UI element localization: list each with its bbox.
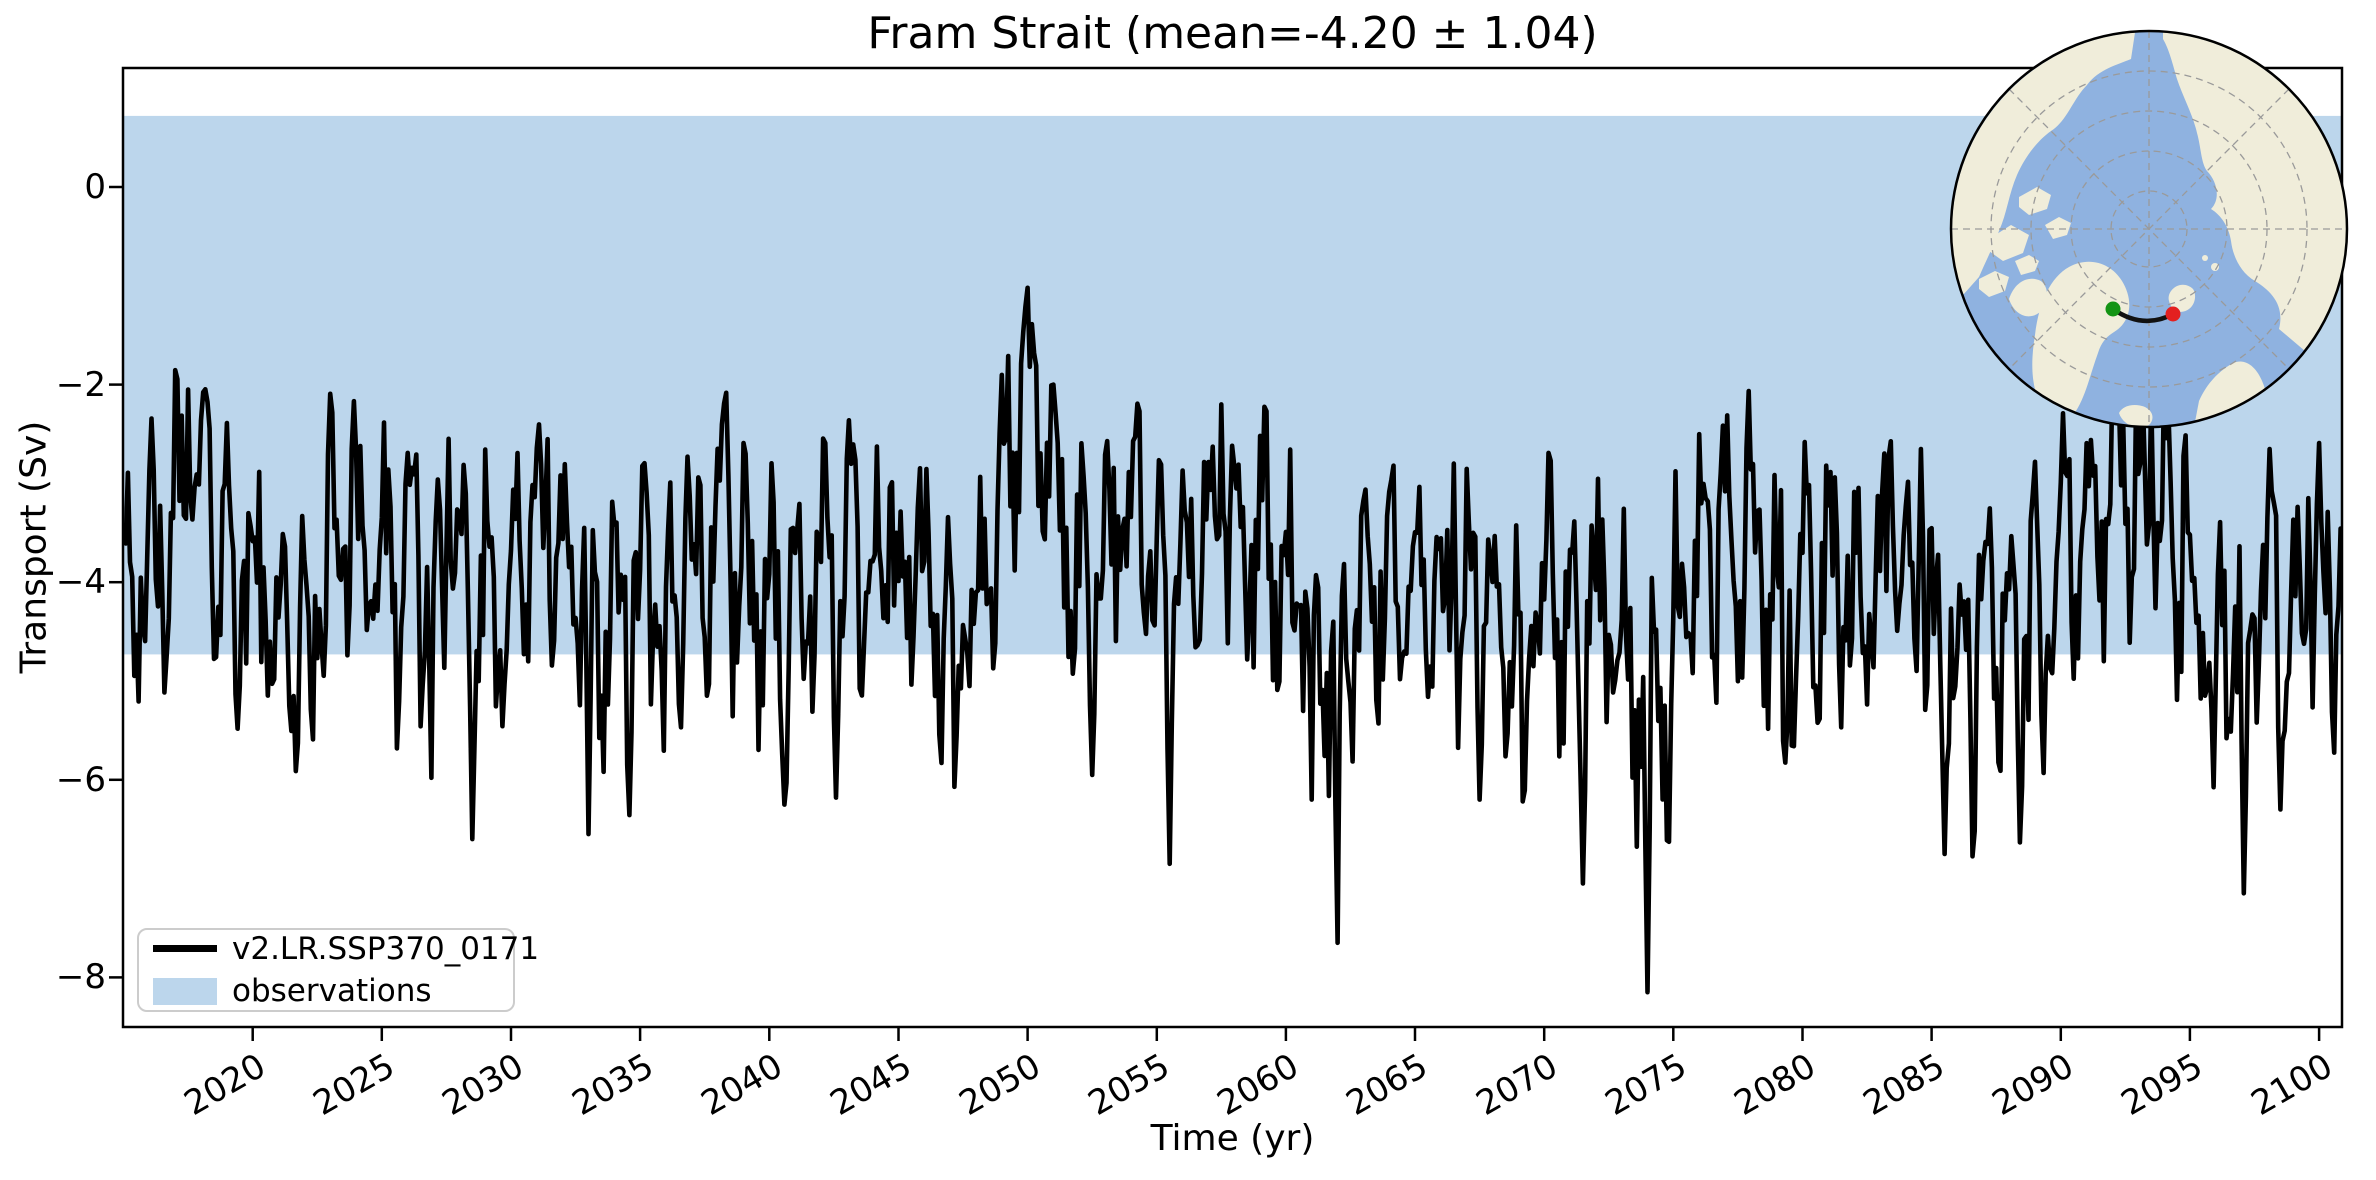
map-land (1952, 32, 2347, 427)
y-axis-label: Transport (Sv) (13, 420, 55, 674)
legend-row-observations: observations (153, 974, 513, 1008)
x-axis-label: Time (yr) (1150, 1118, 1315, 1159)
inset-map (1949, 29, 2349, 429)
model-series-line (123, 285, 2342, 995)
legend-row-model: v2.LR.SSP370_0171 (153, 932, 539, 966)
y-tick-label: −8 (55, 957, 106, 997)
transect-start-marker (2105, 301, 2121, 317)
legend: v2.LR.SSP370_0171 observations (137, 928, 539, 1012)
axes-frame (121, 66, 2344, 1029)
y-tick-label: −2 (55, 365, 106, 405)
y-tick-label: −4 (55, 562, 106, 602)
y-tick-label: −6 (55, 760, 106, 800)
y-tick-label: 0 (84, 167, 106, 207)
legend-label-model: v2.LR.SSP370_0171 (232, 930, 540, 967)
transect-end-marker (2165, 306, 2181, 322)
axis-tick-marks (109, 185, 2321, 1041)
chart-title: Fram Strait (mean=-4.20 ± 1.04) (867, 8, 1598, 59)
map-graticule (1951, 31, 2347, 427)
legend-line-swatch (153, 945, 217, 953)
legend-label-observations: observations (232, 973, 432, 1009)
map-outline (1949, 29, 2349, 429)
legend-patch-swatch (153, 977, 217, 1005)
